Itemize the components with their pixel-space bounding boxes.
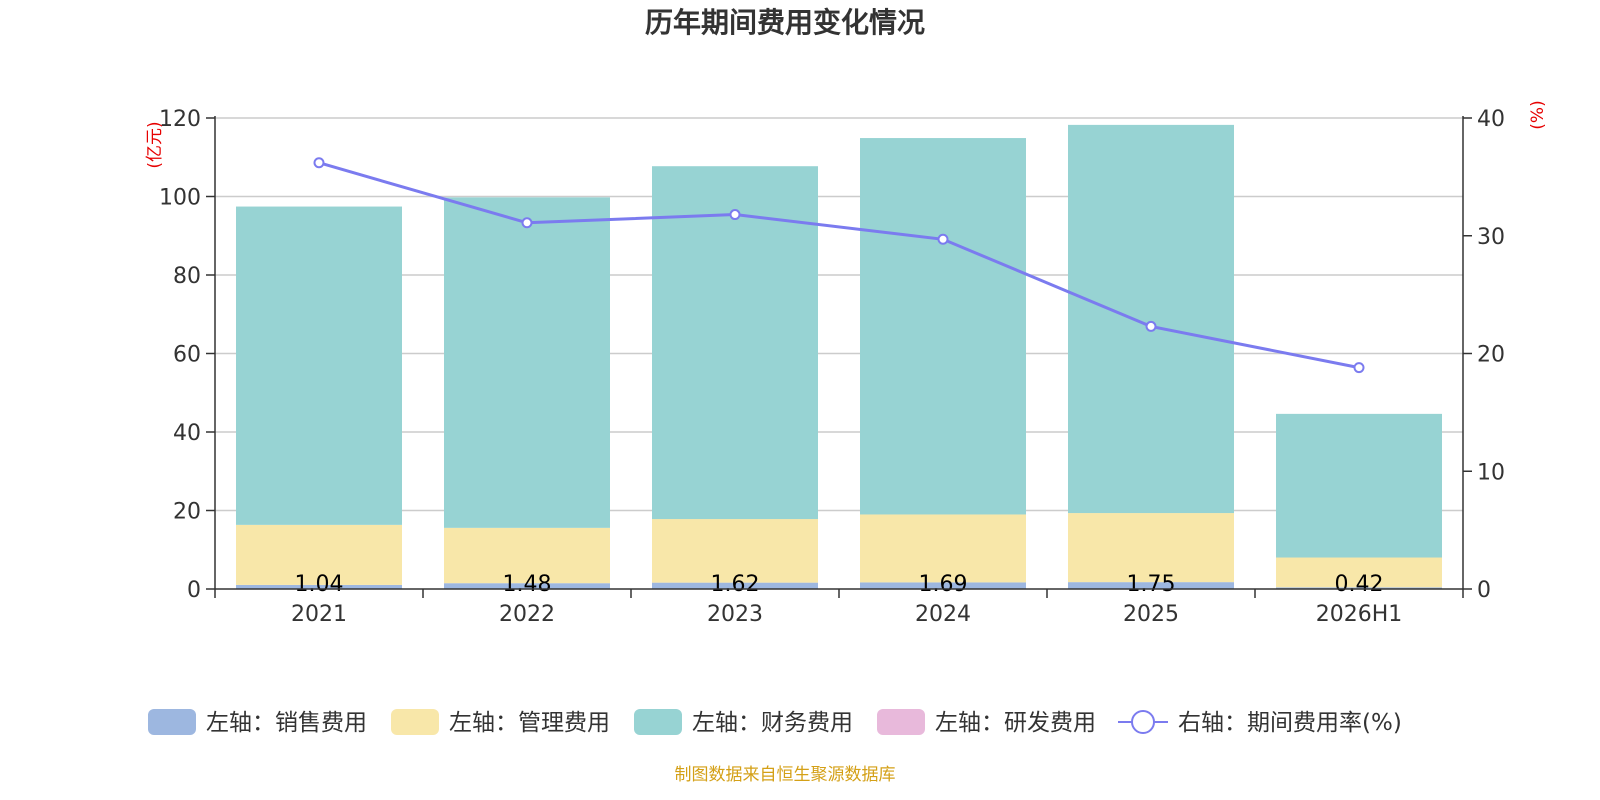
bar-segment bbox=[860, 582, 1026, 589]
axes: 0 20 40 60 80 100 120 0 10 20 30 40 2021 2022 2023 2024… bbox=[145, 100, 1548, 627]
rate-point bbox=[1353, 362, 1365, 374]
bar-segment bbox=[236, 584, 402, 589]
right-tick-label: 40 bbox=[1477, 107, 1505, 132]
left-axis-unit: (亿元) bbox=[145, 121, 165, 168]
legend-label: 左轴：管理费用 bbox=[449, 710, 610, 736]
bar-segment bbox=[236, 524, 402, 585]
x-tick-label: 2022 bbox=[499, 602, 555, 627]
rate-point bbox=[937, 233, 949, 245]
x-tick-label: 2026H1 bbox=[1316, 602, 1403, 627]
bar-data-label: 1.75 bbox=[1127, 572, 1176, 597]
bar-segment bbox=[1068, 124, 1234, 514]
right-tick-label: 30 bbox=[1477, 225, 1505, 250]
line-series bbox=[313, 157, 1365, 374]
bar-data-label: 1.69 bbox=[919, 572, 968, 597]
rate-point bbox=[521, 217, 533, 229]
legend-label: 左轴：销售费用 bbox=[206, 710, 367, 736]
legend-swatch bbox=[634, 709, 682, 735]
right-tick-label: 10 bbox=[1477, 460, 1505, 485]
left-tick-label: 0 bbox=[187, 578, 201, 603]
source-note: 制图数据来自恒生聚源数据库 bbox=[675, 765, 896, 785]
bar-segment bbox=[860, 138, 1026, 515]
legend-label: 左轴：研发费用 bbox=[935, 710, 1096, 736]
bar-data-label: 1.04 bbox=[295, 572, 344, 597]
bar-segment bbox=[1068, 582, 1234, 589]
right-tick-label: 20 bbox=[1477, 343, 1505, 368]
left-tick-label: 100 bbox=[159, 186, 201, 211]
bar-segment bbox=[444, 527, 610, 584]
x-tick-label: 2025 bbox=[1123, 602, 1179, 627]
bar-series: 1.04 1.48 1.62 1.69 1.75 0.42 bbox=[236, 124, 1442, 597]
bar-segment bbox=[1068, 513, 1234, 583]
right-tick-label: 0 bbox=[1477, 578, 1491, 603]
chart-title: 历年期间费用变化情况 bbox=[645, 6, 925, 39]
legend-label: 左轴：财务费用 bbox=[692, 710, 853, 736]
bar-segment bbox=[236, 206, 402, 525]
left-tick-label: 120 bbox=[159, 107, 201, 132]
x-tick-label: 2021 bbox=[291, 602, 347, 627]
bar-data-label: 1.62 bbox=[711, 572, 760, 597]
bar-segment bbox=[860, 514, 1026, 583]
legend-swatch bbox=[148, 709, 196, 735]
bar-segment bbox=[652, 519, 818, 583]
left-tick-label: 80 bbox=[173, 264, 201, 289]
bar-segment bbox=[652, 582, 818, 589]
left-tick-label: 20 bbox=[173, 500, 201, 525]
left-tick-label: 40 bbox=[173, 421, 201, 446]
rate-point bbox=[1145, 320, 1157, 332]
legend: 左轴：销售费用 左轴：管理费用 左轴：财务费用 左轴：研发费用 右轴：期间费用率(%) bbox=[148, 709, 1402, 736]
grid-lines bbox=[215, 117, 1463, 512]
legend-label: 右轴：期间费用率(%) bbox=[1178, 710, 1402, 736]
bar-data-label: 0.42 bbox=[1335, 572, 1384, 597]
bar-data-label: 1.48 bbox=[503, 572, 552, 597]
bar-segment bbox=[1276, 557, 1442, 588]
bar-segment bbox=[1276, 413, 1442, 558]
right-axis-unit: (%) bbox=[1528, 100, 1548, 129]
rate-line bbox=[318, 161, 1360, 370]
bar-segment bbox=[444, 583, 610, 589]
bar-segment bbox=[444, 197, 610, 528]
left-tick-label: 60 bbox=[173, 343, 201, 368]
bar-segment bbox=[652, 166, 818, 520]
legend-swatch bbox=[391, 709, 439, 735]
rate-point bbox=[313, 157, 325, 169]
x-tick-label: 2023 bbox=[707, 602, 763, 627]
x-tick-label: 2024 bbox=[915, 602, 971, 627]
legend-swatch bbox=[877, 709, 925, 735]
legend-marker-icon bbox=[1131, 710, 1155, 734]
rate-point bbox=[729, 209, 741, 221]
bar-segment bbox=[1276, 587, 1442, 589]
